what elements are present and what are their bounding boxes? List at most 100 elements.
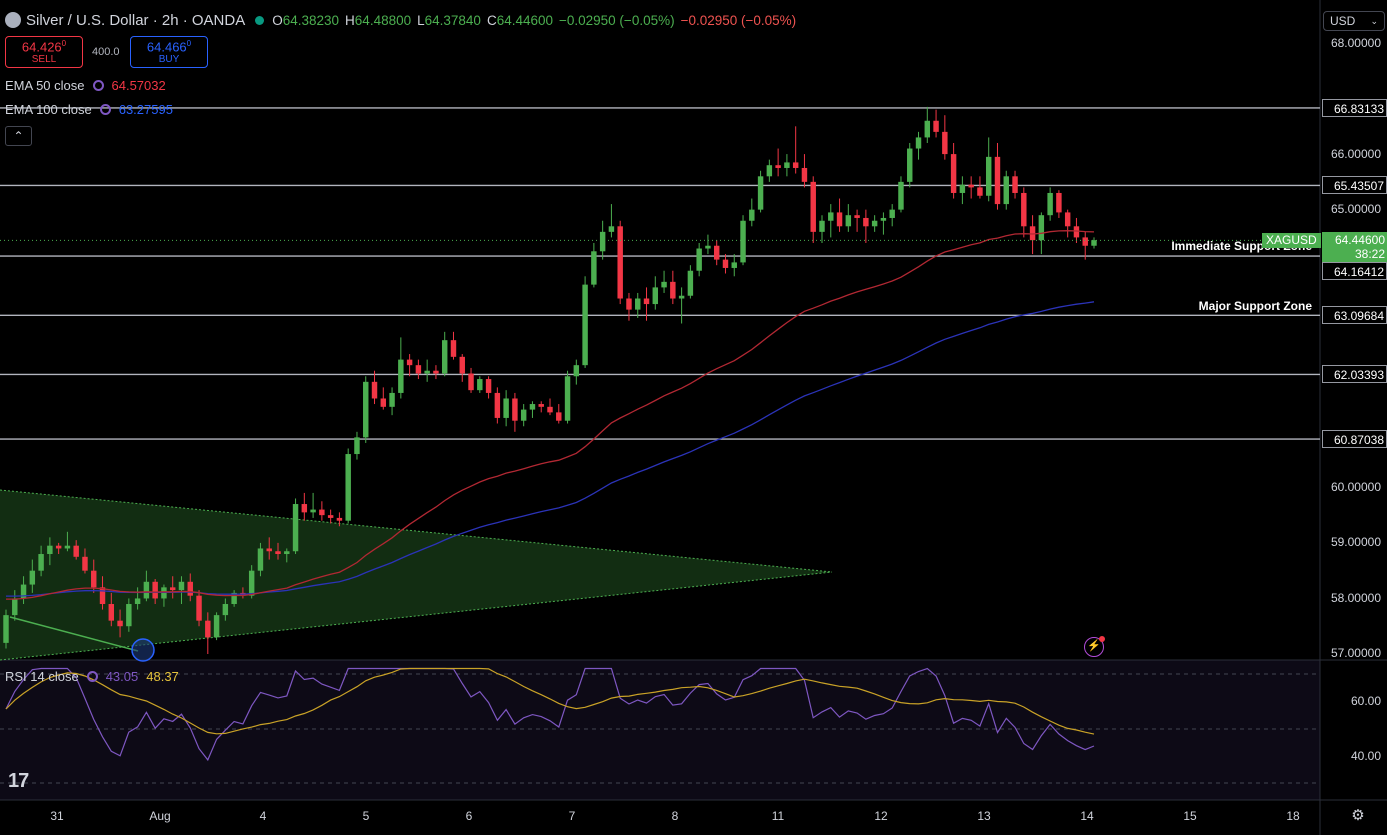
countdown: 38:22 <box>1354 247 1385 261</box>
symbol-title[interactable]: Silver / U.S. Dollar · 2h · OANDA <box>26 11 246 29</box>
candle-body <box>722 259 729 268</box>
candle-body <box>1047 192 1053 216</box>
rsi-legend[interactable]: RSI 14 close 43.05 48.37 <box>5 669 179 684</box>
candle-body <box>354 437 360 455</box>
candle-body <box>327 515 334 518</box>
sell-label: SELL <box>31 54 57 66</box>
candle-body <box>187 581 193 596</box>
candle-body <box>231 592 237 605</box>
current-price: 64.44600 <box>1334 233 1385 247</box>
candle-body <box>573 365 580 377</box>
currency-select[interactable]: USD ⌄ <box>1323 11 1385 31</box>
candle-body <box>968 184 974 188</box>
candle-body <box>819 220 825 232</box>
candle-body <box>371 381 378 399</box>
rsi-name: RSI 14 close <box>5 669 79 684</box>
circle-marker <box>131 638 155 662</box>
candle-body <box>784 162 790 168</box>
candle-body <box>248 570 255 596</box>
candle-body <box>12 598 18 616</box>
candle-body <box>336 517 343 521</box>
candle-body <box>810 181 816 232</box>
candle-body <box>556 412 562 421</box>
ema50-settings-icon[interactable] <box>92 80 104 91</box>
hline-price-tag[interactable]: 65.43507 <box>1322 176 1387 194</box>
candle-body <box>389 392 395 407</box>
hline-price-tag[interactable]: 62.03393 <box>1322 365 1387 383</box>
candle-body <box>740 220 746 263</box>
rsi-pane <box>0 660 1320 800</box>
time-axis-label: Aug <box>149 809 171 823</box>
time-axis-label: 11 <box>771 809 785 823</box>
rsi-settings-icon[interactable] <box>86 671 98 682</box>
candle-body <box>854 215 860 218</box>
market-status-icon <box>255 15 265 25</box>
time-axis-label: 8 <box>671 809 679 823</box>
ema100-legend[interactable]: EMA 100 close 63.27595 <box>5 102 173 117</box>
candle-body <box>643 298 650 305</box>
candle-body <box>143 581 150 599</box>
candle-body <box>538 404 544 407</box>
hline-price-tag[interactable]: 66.83133 <box>1322 99 1387 117</box>
candle-body <box>1003 176 1009 205</box>
candle-body <box>257 548 264 571</box>
buy-button[interactable]: 64.4660 BUY <box>130 36 208 68</box>
rsi-ma-value: 48.37 <box>146 669 179 684</box>
candle-body <box>749 209 755 221</box>
candle-body <box>196 595 202 621</box>
candle-body <box>757 176 764 210</box>
rsi-ma-line <box>5 667 1095 735</box>
candle-body <box>985 156 992 196</box>
candle-body <box>696 248 702 271</box>
ema50-legend[interactable]: EMA 50 close 64.57032 <box>5 78 166 93</box>
hline-price-tag[interactable]: 60.87038 <box>1322 430 1387 448</box>
hline-price-tag[interactable]: 64.16412 <box>1322 262 1387 280</box>
chevron-up-icon[interactable]: ⌃ <box>5 126 32 146</box>
ohlc-high: H64.48800 <box>345 12 412 28</box>
candle-body <box>512 398 518 421</box>
candle-body <box>582 284 588 366</box>
hline-price-tag[interactable]: 63.09684 <box>1322 306 1387 324</box>
rsi-axis-label: 40.00 <box>1350 749 1381 763</box>
ema100-settings-icon[interactable] <box>99 104 111 115</box>
candle-body <box>898 181 904 210</box>
candle-body <box>731 262 737 268</box>
candle-body <box>73 545 79 557</box>
sell-price-sup: 0 <box>61 39 67 48</box>
candle-body <box>915 137 922 149</box>
candle-body <box>661 281 667 288</box>
candle-body <box>670 281 676 299</box>
tradingview-logo[interactable]: 17 <box>8 770 29 792</box>
candle-body <box>134 598 141 605</box>
symbol-tag: XAGUSD <box>1262 233 1321 248</box>
candle-body <box>564 376 571 421</box>
gear-icon[interactable]: ⚙ <box>1351 807 1365 824</box>
candle-body <box>47 545 53 555</box>
sell-price: 64.426 <box>21 39 62 55</box>
candle-body <box>20 584 27 599</box>
ema100-value: 63.27595 <box>118 102 173 117</box>
candle-body <box>520 409 527 421</box>
candle-body <box>828 212 834 221</box>
candle-body <box>222 604 229 616</box>
candle-body <box>205 620 211 638</box>
candle-body <box>687 270 694 296</box>
candle-body <box>591 251 597 285</box>
candle-body <box>1021 192 1027 227</box>
candle-body <box>310 509 316 513</box>
candle-body <box>705 245 711 249</box>
candle-body <box>863 217 869 227</box>
ohlc-open: O64.38230 <box>272 12 340 28</box>
candle-body <box>1029 226 1036 241</box>
candle-body <box>713 245 720 260</box>
ema100-name: EMA 100 close <box>5 102 92 117</box>
candle-body <box>845 215 852 227</box>
candle-body <box>635 298 641 310</box>
candle-body <box>766 165 773 177</box>
ohlc-change: −0.02950 (−0.05%) <box>559 12 675 28</box>
candle-body <box>117 620 123 627</box>
currency-label: USD <box>1330 14 1356 28</box>
lightning-icon[interactable]: ⚡ <box>1084 636 1105 657</box>
sell-button[interactable]: 64.4260 SELL <box>5 36 83 68</box>
